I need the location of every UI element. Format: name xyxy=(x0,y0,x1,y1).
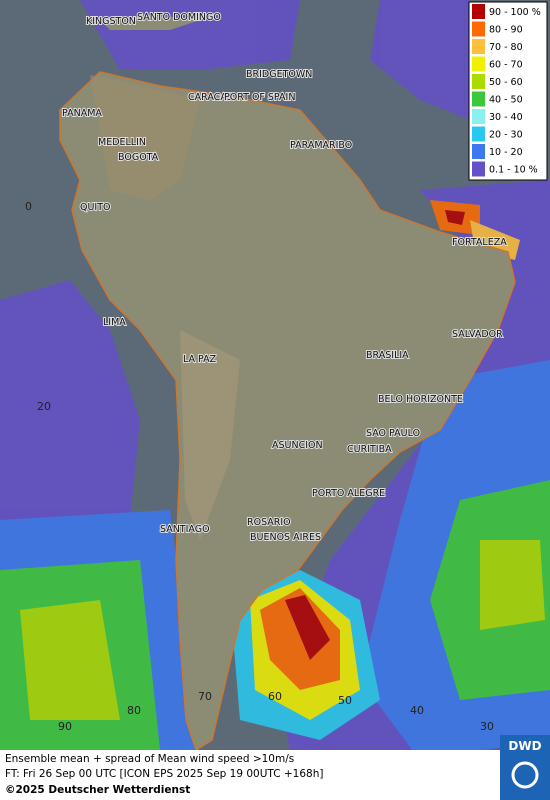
legend-swatch xyxy=(472,126,485,142)
lon-label: 60 xyxy=(268,690,282,703)
city-label: FORTALEZA xyxy=(452,237,507,248)
city-label: KINGSTON xyxy=(86,16,136,27)
city-label: SANTIAGO xyxy=(160,524,210,535)
andes xyxy=(180,330,240,540)
lon-label: 70 xyxy=(198,690,212,703)
city-label: BELO HORIZONTE xyxy=(378,394,463,405)
caption-line: Ensemble mean + spread of Mean wind spee… xyxy=(5,753,294,765)
city-label: SANTO DOMINGO xyxy=(137,12,221,23)
city-label: PORTO ALEGRE xyxy=(312,488,385,499)
andes xyxy=(90,75,200,200)
city-labels: KINGSTON SANTO DOMINGOBRIDGETOWNCARACASPO… xyxy=(61,11,508,544)
legend-label: 70 - 80 xyxy=(489,42,523,53)
legend-label: 60 - 70 xyxy=(489,60,523,71)
logo-icon xyxy=(511,761,539,789)
legend-label: 40 - 50 xyxy=(489,95,523,106)
city-label: BRASILIA xyxy=(366,350,409,361)
city-label: ASUNCION xyxy=(272,440,323,451)
legend-label: 30 - 40 xyxy=(489,112,523,123)
lon-label: 90 xyxy=(58,720,72,733)
city-label: BRIDGETOWN xyxy=(246,69,312,80)
logo-box xyxy=(500,735,550,800)
city-label: CURITIBA xyxy=(347,444,392,455)
city-label: PORT OF SPAIN xyxy=(224,92,295,103)
city-label: MEDELLIN xyxy=(98,137,146,148)
grid-labels: 0 20 90 80 70 60 50 40 30 xyxy=(25,200,494,733)
logo: DWD xyxy=(508,739,541,753)
legend-swatch xyxy=(472,56,485,72)
city-label: CARACAS xyxy=(188,92,233,103)
city-label: LA PAZ xyxy=(183,354,217,365)
copyright: ©2025 Deutscher Wetterdienst xyxy=(5,784,190,796)
islands xyxy=(100,15,200,30)
city-label: QUITO xyxy=(80,202,111,213)
lon-label: 80 xyxy=(127,704,141,717)
lat-label: 20 xyxy=(37,400,51,413)
city-label: PANAMA xyxy=(62,108,102,119)
city-label: LIMA xyxy=(103,317,126,328)
legend-swatch xyxy=(472,4,485,19)
legend-swatch xyxy=(472,74,485,89)
legend-label: 20 - 30 xyxy=(489,130,523,141)
legend-label: 0.1 - 10 % xyxy=(489,165,538,176)
continent xyxy=(59,71,516,752)
caption-box xyxy=(0,750,500,800)
legend-swatch xyxy=(472,109,485,124)
legend: 90 - 100 % 80 - 90 70 - 80 60 - 70 50 - 60 40… xyxy=(468,1,548,181)
legend-label: 10 - 20 xyxy=(489,147,523,158)
city-label: ROSARIO xyxy=(247,517,291,528)
city-label: SAO PAULO xyxy=(366,428,420,439)
legend-swatch xyxy=(472,39,485,54)
lon-label: 40 xyxy=(410,704,424,717)
city-label: PARAMARIBO xyxy=(290,140,352,151)
legend-label: 90 - 100 % xyxy=(489,7,541,18)
legend-swatch xyxy=(472,21,485,37)
lon-label: 30 xyxy=(480,720,494,733)
legend-label: 80 - 90 xyxy=(489,25,523,36)
caption-line: FT: Fri 26 Sep 00 UTC [ICON EPS 2025 Sep… xyxy=(5,768,323,780)
city-label: BOGOTA xyxy=(118,152,159,163)
legend-label: 50 - 60 xyxy=(489,77,523,88)
legend-swatch xyxy=(472,161,485,177)
city-label: BUENOS AIRES xyxy=(250,532,321,543)
legend-swatch xyxy=(472,91,485,107)
legend-swatch xyxy=(472,144,485,159)
city-label: SALVADOR xyxy=(452,329,503,340)
lat-label: 0 xyxy=(25,200,32,213)
lon-label: 50 xyxy=(338,694,352,707)
